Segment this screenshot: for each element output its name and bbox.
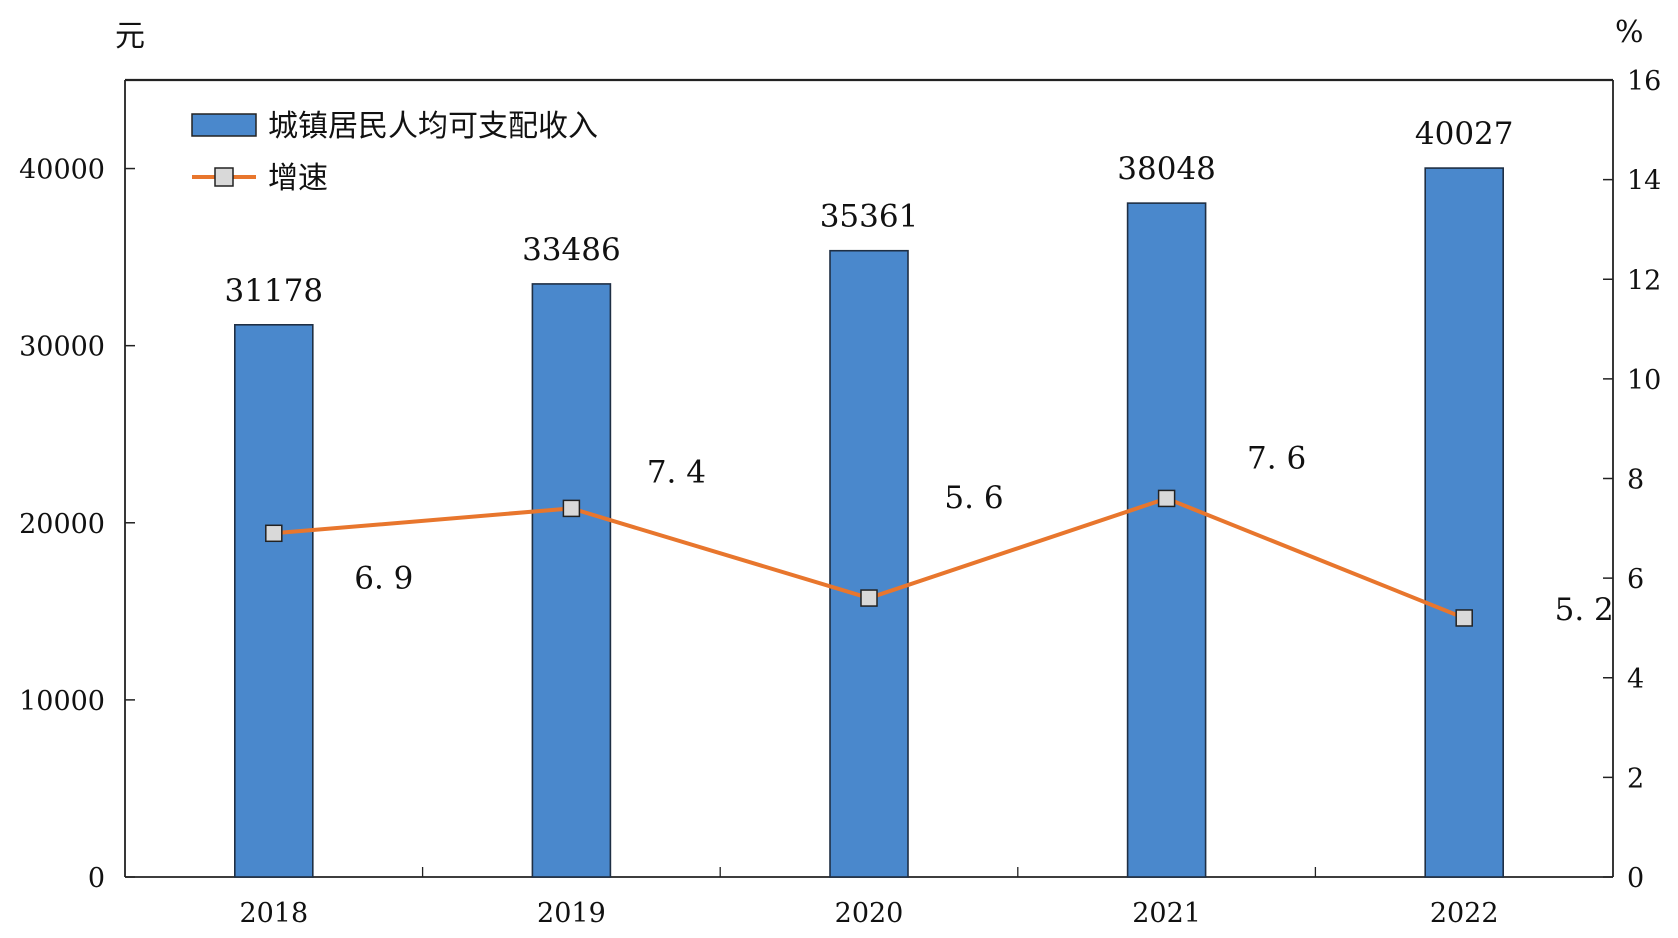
x-axis-tick-label: 2021 (1132, 898, 1201, 929)
right-axis-tick-label: 6 (1627, 564, 1644, 595)
left-axis-tick-label: 0 (88, 863, 105, 894)
legend-bar-swatch (191, 113, 257, 137)
bar-value-label: 33486 (522, 232, 621, 268)
line-series (265, 489, 1473, 627)
growth-value-label: 5. 6 (944, 480, 1003, 516)
growth-value-label: 7. 4 (647, 454, 706, 490)
x-axis-tick-label: 2020 (835, 898, 904, 929)
bar (1126, 202, 1207, 878)
right-axis: 0 2 4 6 8 10 12 14 16 (1603, 66, 1661, 894)
growth-value-label: 5. 2 (1555, 592, 1614, 628)
bar-series (234, 167, 1504, 878)
left-axis-unit: 元 (115, 19, 145, 54)
right-axis-tick-label: 14 (1627, 166, 1661, 197)
growth-point (265, 524, 283, 543)
right-axis-unit: % (1615, 15, 1644, 50)
left-axis-tick-label: 20000 (19, 509, 105, 540)
growth-value-label: 7. 6 (1247, 440, 1306, 476)
x-axis-tick-label: 2018 (239, 898, 308, 929)
right-axis-tick-label: 4 (1627, 664, 1644, 695)
bar (234, 324, 314, 878)
right-axis-tick-label: 10 (1627, 365, 1661, 396)
right-axis-tick-label: 8 (1627, 465, 1644, 496)
growth-point (860, 589, 878, 607)
growth-value-label: 6. 9 (354, 560, 413, 596)
x-axis-tick-label: 2022 (1430, 898, 1499, 929)
growth-point (1455, 609, 1473, 627)
right-axis-tick-label: 2 (1627, 763, 1644, 794)
right-axis-tick-label: 16 (1627, 66, 1661, 97)
legend-line-label: 增速 (268, 161, 328, 196)
bar-value-label: 31178 (224, 273, 323, 309)
left-axis: 0 10000 20000 30000 40000 (19, 155, 135, 894)
bar (1424, 167, 1504, 878)
line-labels: 6. 9 7. 4 5. 6 7. 6 5. 2 (354, 440, 1614, 628)
bar (531, 283, 612, 878)
legend-bar-label: 城镇居民人均可支配收入 (268, 109, 598, 144)
bar-labels: 31178 33486 35361 38048 40027 (224, 116, 1513, 309)
bar-value-label: 40027 (1415, 116, 1514, 152)
left-axis-tick-label: 40000 (19, 155, 105, 186)
bar-value-label: 35361 (820, 199, 919, 235)
left-axis-tick-label: 10000 (19, 686, 105, 717)
growth-point (562, 499, 581, 518)
left-axis-tick-label: 30000 (19, 332, 105, 363)
x-axis: 2018 2019 2020 2021 2022 (239, 867, 1499, 929)
growth-point (1157, 489, 1176, 508)
bar (829, 249, 909, 878)
right-axis-tick-label: 12 (1627, 265, 1661, 296)
bar-value-label: 38048 (1117, 151, 1216, 187)
legend-line-marker (214, 167, 234, 187)
legend: 城镇居民人均可支配收入 增速 (191, 109, 598, 196)
right-axis-tick-label: 0 (1627, 863, 1644, 894)
x-axis-tick-label: 2019 (537, 898, 606, 929)
